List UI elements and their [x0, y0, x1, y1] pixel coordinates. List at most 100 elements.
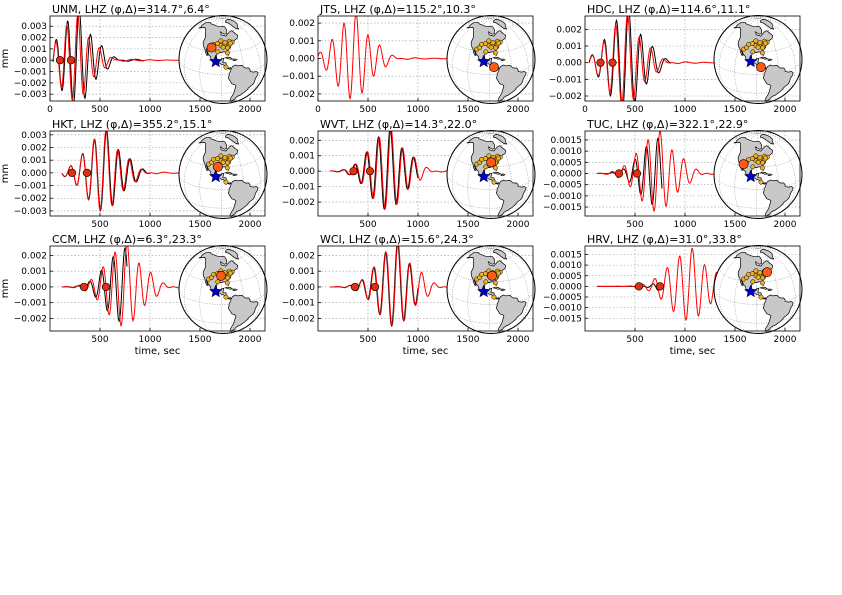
arrival-marker — [67, 168, 77, 177]
y-tick-label: −0.0010 — [543, 304, 582, 314]
y-tick-label: −0.001 — [14, 68, 47, 78]
globe-land-cuba — [491, 56, 502, 60]
y-tick-label: 0.000 — [21, 56, 47, 66]
panel-title: WVT, LHZ (φ,Δ)=14.3°,22.0° — [320, 118, 477, 131]
globe-parallel — [179, 174, 267, 190]
y-tick-label: −0.003 — [14, 207, 47, 217]
globe-parallel — [447, 289, 535, 305]
arrival-marker — [79, 282, 89, 292]
globe-inset — [713, 245, 803, 334]
arrival-marker — [370, 282, 380, 292]
y-axis-label: mm — [0, 279, 11, 298]
y-tick-label: 0.000 — [289, 167, 315, 177]
y-tick-label: −0.002 — [14, 79, 47, 89]
globe-meridian — [222, 247, 261, 329]
globe-meridian — [756, 133, 759, 219]
station-dot — [483, 49, 489, 55]
globe-outline — [178, 15, 268, 104]
panel-jts: 0 500 1000 1500 2000 0.002 0.001 0.000 −0.001 −0.… — [282, 3, 536, 115]
globe-meridian — [222, 17, 261, 99]
station-dot — [753, 268, 759, 274]
y-tick-label: −0.001 — [282, 183, 315, 193]
panel-title: HDC, LHZ (φ,Δ)=114.6°,11.1° — [587, 3, 750, 16]
globe-land-hispaniola — [232, 288, 238, 291]
globe-inset — [178, 245, 268, 334]
globe-outline — [713, 245, 803, 334]
globe-land-south-america — [227, 179, 259, 217]
globe-meridian — [490, 247, 529, 329]
globe-outline — [446, 15, 536, 104]
globe-map — [714, 15, 802, 104]
globe-land-hispaniola — [500, 173, 506, 176]
globe-meridian — [451, 17, 492, 96]
y-tick-label: −0.001 — [282, 299, 315, 309]
y-tick-label: 0.002 — [289, 136, 315, 146]
x-tick-label: 1500 — [189, 220, 212, 230]
globe-land-greenland — [492, 134, 508, 145]
globe-parallel — [468, 133, 514, 147]
station-dot — [753, 38, 759, 44]
x-tick-label: 500 — [359, 105, 376, 115]
y-tick-label: 0.000 — [289, 283, 315, 293]
globe-land-hispaniola — [232, 173, 238, 176]
globe-map — [447, 245, 535, 334]
globe-parallel — [185, 82, 260, 94]
x-tick-label: 1500 — [724, 220, 747, 230]
station-dot — [760, 275, 766, 281]
station-dot — [760, 160, 766, 166]
x-tick-label: 1000 — [407, 220, 430, 230]
station-dot — [227, 40, 233, 46]
station-dot — [492, 165, 498, 171]
globe-meridian — [451, 132, 492, 211]
station-dot — [755, 274, 761, 280]
globe-land-cuba — [758, 171, 769, 175]
globe-parallel — [447, 59, 535, 75]
plot-frame — [317, 245, 534, 332]
arrival-marker — [101, 282, 111, 292]
y-tick-label: −0.001 — [14, 182, 47, 192]
y-tick-label: −0.0015 — [543, 203, 582, 213]
event-star-icon — [743, 284, 758, 298]
x-tick-label: 1000 — [674, 335, 697, 345]
event-star-icon — [476, 169, 491, 183]
globe-parallel — [735, 133, 781, 147]
x-tick-label: 0 — [47, 105, 53, 115]
station-dot — [746, 156, 752, 162]
station-dot — [218, 38, 224, 44]
globe-meridian — [467, 17, 492, 103]
globe-map — [447, 130, 535, 219]
panel-title: UNM, LHZ (φ,Δ)=314.7°,6.4° — [52, 3, 210, 16]
x-tick-label: 1500 — [724, 335, 747, 345]
globe-meridian — [183, 247, 224, 326]
station-dot — [750, 164, 756, 170]
globe-parallel — [720, 82, 795, 94]
globe-meridian — [199, 132, 224, 218]
station-dot — [757, 270, 763, 276]
station-dot — [762, 155, 768, 161]
station-dot — [486, 153, 492, 159]
globe-map — [179, 245, 267, 334]
panel-title: JTS, LHZ (φ,Δ)=115.2°,10.3° — [319, 3, 476, 16]
station-dot — [759, 50, 765, 56]
globe-meridian — [734, 132, 759, 218]
globe-meridian — [718, 17, 759, 96]
y-tick-label: −0.002 — [549, 92, 582, 102]
y-axis-label: mm — [0, 164, 11, 183]
station-dot — [491, 294, 497, 300]
globe-meridian — [718, 132, 759, 211]
globe-parallel — [714, 59, 802, 75]
station-dot — [222, 155, 228, 161]
globe-land-south-america — [495, 179, 527, 217]
target-station-dot — [489, 62, 499, 73]
globe-land-south-america — [762, 294, 794, 332]
target-station-dot — [738, 159, 749, 170]
y-tick-label: −0.0005 — [543, 293, 582, 303]
plot-frame — [49, 130, 266, 217]
station-dot — [224, 280, 230, 286]
panel-wvt: 500 1000 1500 2000 0.002 0.001 0.000 −0.001 −0.0… — [282, 118, 536, 230]
station-dot — [495, 40, 501, 46]
x-tick-label: 1500 — [189, 105, 212, 115]
y-tick-label: 0.003 — [21, 22, 47, 32]
globe-land-hispaniola — [232, 58, 238, 61]
plot-frame — [584, 245, 801, 332]
